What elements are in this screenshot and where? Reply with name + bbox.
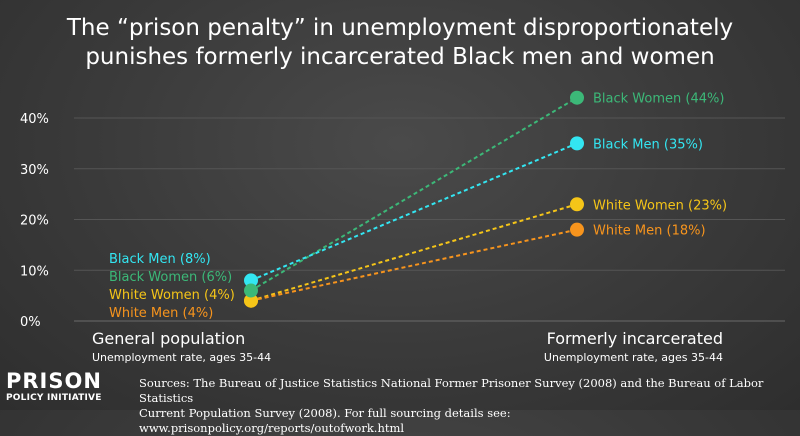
series-line — [250, 142, 578, 282]
sources-line-2: Current Population Survey (2008). For fu… — [139, 406, 511, 435]
y-tick-label: 30% — [20, 163, 49, 178]
logo-bottom-text: POLICY INITIATIVE — [6, 393, 102, 403]
data-labels: Black Women (44%) Black Women (6%) Black M… — [109, 92, 727, 321]
sources-note: Sources: The Bureau of Justice Statistic… — [139, 376, 779, 436]
x-category-label: General population — [92, 329, 245, 348]
logo-top-text: PRISON — [6, 369, 102, 393]
x-category-label: Formerly incarcerated — [547, 329, 723, 348]
data-point — [570, 136, 584, 151]
chart-title-line-2: punishes formerly incarcerated Black men… — [85, 44, 715, 70]
start-data-label: White Women (4%) — [109, 288, 235, 303]
chart-title: The “prison penalty” in unemployment dis… — [0, 14, 800, 72]
y-tick-label: 20% — [20, 214, 49, 229]
end-data-label: Black Women (44%) — [593, 92, 724, 107]
series-line — [250, 96, 578, 292]
series-points — [244, 90, 584, 308]
end-data-label: White Women (23%) — [593, 198, 727, 213]
grid-lines — [74, 117, 785, 322]
prison-policy-initiative-logo: PRISON POLICY INITIATIVE — [6, 370, 132, 404]
data-point — [570, 222, 584, 237]
data-point — [570, 197, 584, 212]
series-line — [250, 228, 578, 302]
y-tick-label: 40% — [20, 112, 49, 127]
series-lines — [250, 96, 578, 302]
start-data-label: White Men (4%) — [109, 306, 213, 321]
data-point — [244, 293, 258, 308]
end-data-label: White Men (18%) — [593, 224, 706, 239]
series-line — [250, 203, 578, 302]
chart-area: 0%10%20%30%40% Black Women (44%)Black Wo… — [20, 90, 785, 364]
sources-line-1: Sources: The Bureau of Justice Statistic… — [139, 376, 764, 405]
data-point — [570, 90, 584, 105]
y-tick-label: 10% — [20, 264, 49, 279]
y-tick-label: 0% — [20, 315, 41, 330]
data-point — [244, 283, 258, 298]
chart-title-line-1: The “prison penalty” in unemployment dis… — [66, 15, 734, 41]
x-category-sublabel: Unemployment rate, ages 35-44 — [544, 351, 723, 364]
x-axis: General population Unemployment rate, age… — [92, 329, 723, 364]
end-data-label: Black Men (35%) — [593, 137, 703, 152]
start-data-label: Black Men (8%) — [109, 252, 211, 267]
data-point — [244, 273, 258, 288]
y-axis: 0% 10% 20% 30% 40% — [20, 112, 49, 330]
start-data-label: Black Women (6%) — [109, 270, 232, 285]
x-category-sublabel: Unemployment rate, ages 35-44 — [92, 351, 271, 364]
